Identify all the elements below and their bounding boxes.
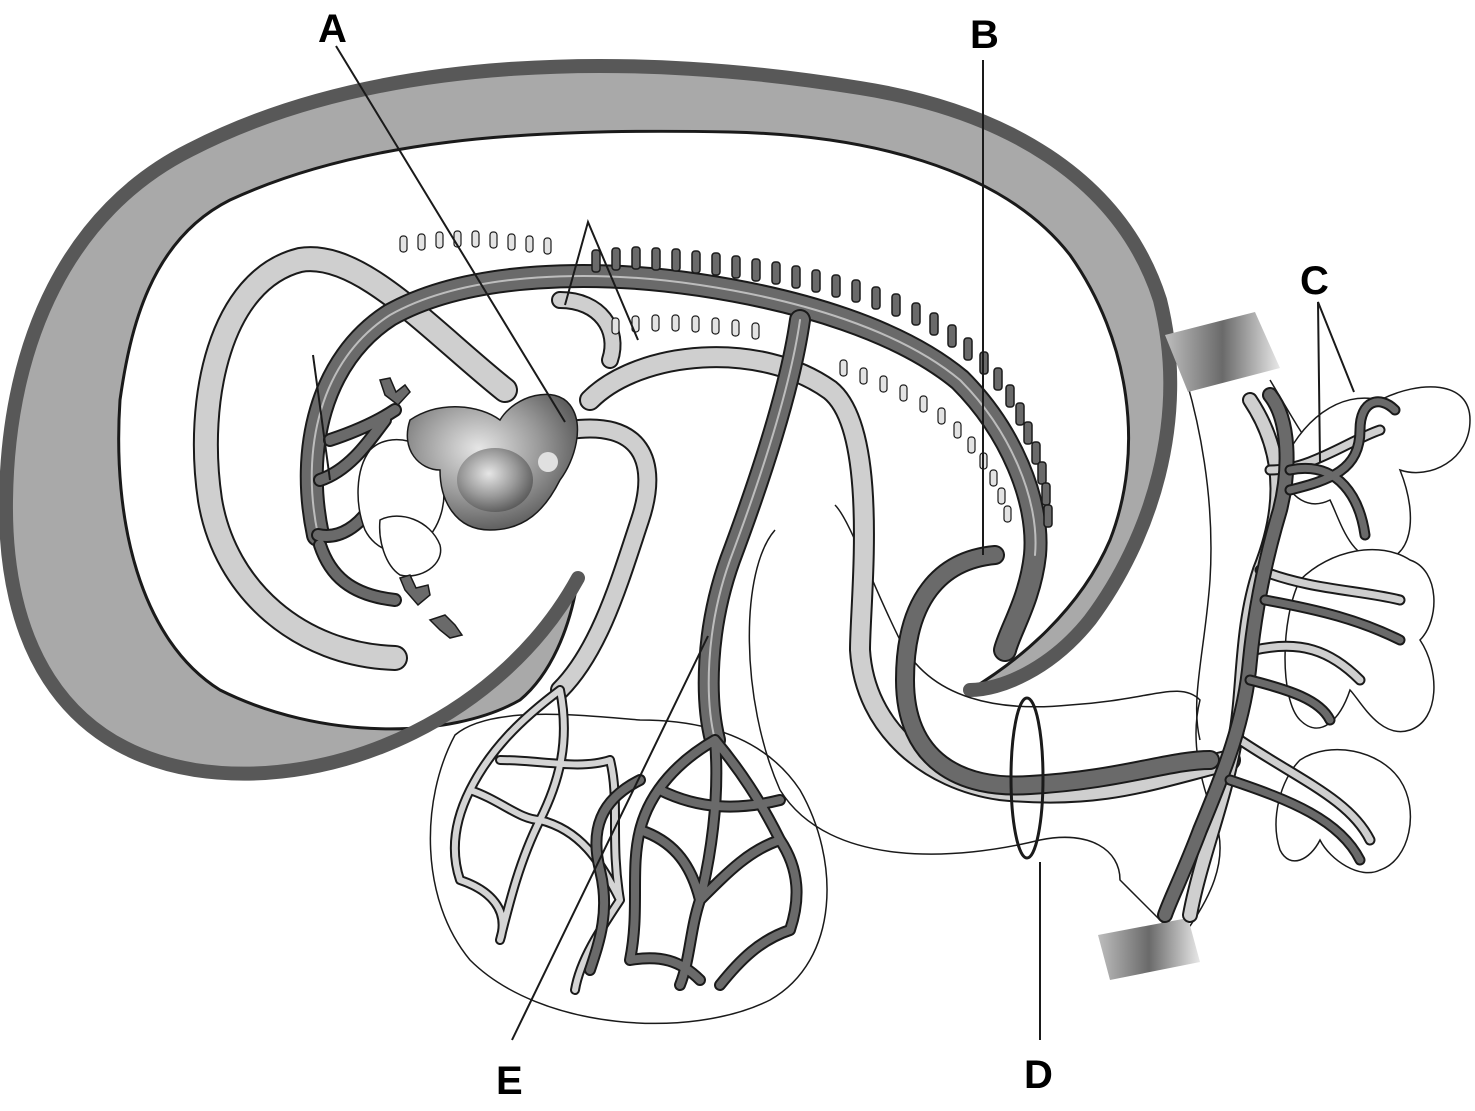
head-branches <box>379 377 464 639</box>
embryo-body-wall <box>0 58 1178 781</box>
yolk-sac-dark-network <box>584 734 803 991</box>
dark-vessels <box>299 264 1406 923</box>
leader-lines <box>312 45 1355 1041</box>
leader-line-c <box>1317 301 1355 463</box>
label-d: D <box>1024 1053 1053 1097</box>
intersegmental-arteries <box>591 246 1053 528</box>
heart <box>406 393 579 531</box>
pharyngeal-region <box>357 438 445 577</box>
label-e: E <box>496 1059 523 1103</box>
cord-cut-ends <box>1098 312 1280 980</box>
label-b: B <box>970 13 999 57</box>
label-a: A <box>318 7 347 51</box>
yolk-sac <box>429 713 828 1025</box>
leader-line-head <box>312 354 331 481</box>
leader-line-e <box>511 635 709 1041</box>
leader-line-a <box>335 45 566 423</box>
cord-ring-d <box>1009 696 1045 860</box>
leader-line-upper <box>564 218 639 341</box>
yolk-sac-light-network <box>449 685 625 995</box>
label-c: C <box>1300 259 1329 303</box>
light-vessels <box>192 246 1406 923</box>
